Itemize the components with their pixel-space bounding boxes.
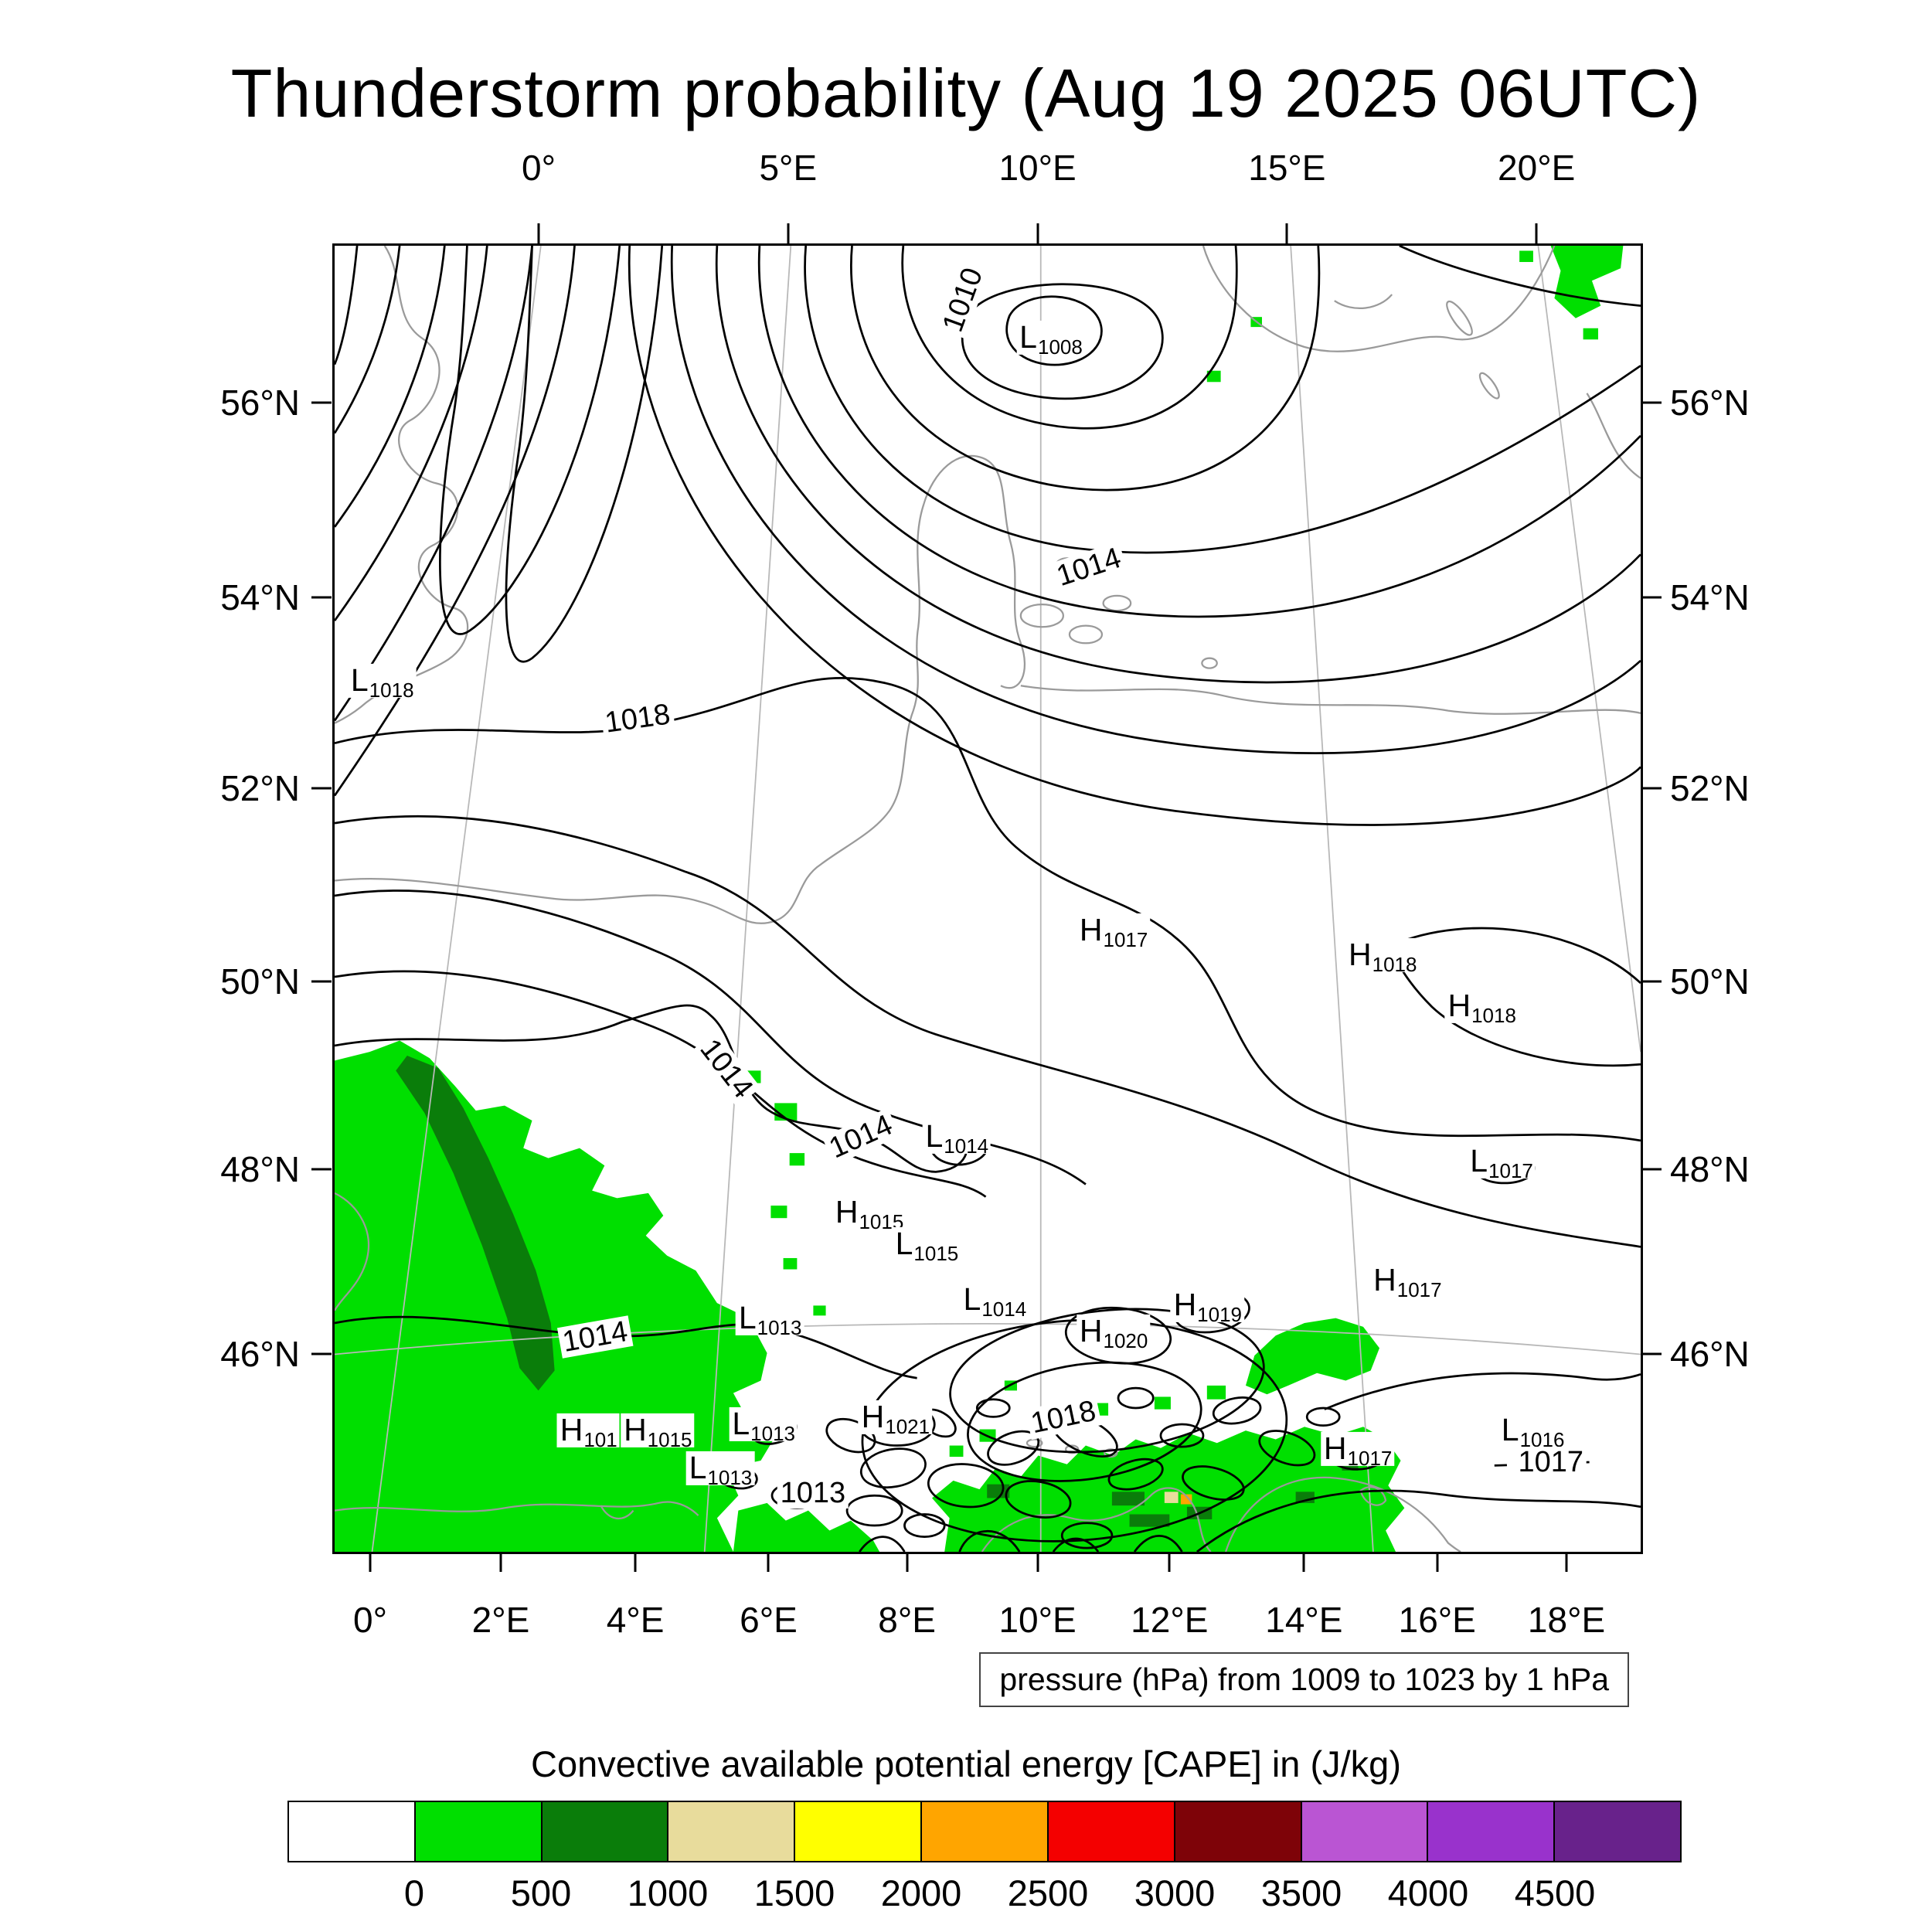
lon-tick-label: 10°E [998,1600,1077,1640]
left-axis: 56°N 54°N 52°N 50°N 48°N 46°N [93,243,309,1549]
colorbar-label: 4000 [1387,1872,1469,1913]
colorbar-segment [922,1802,1049,1861]
bottom-axis: 0° 2°E 4°E 6°E 8°E 10°E 12°E 14°E 16°E 18°E [332,1552,1638,1641]
lat-tick-label: 56°N [220,383,300,423]
lon-tick-mark [1036,223,1039,243]
lon-tick-mark [1436,1552,1439,1572]
lon-tick-mark [499,1552,502,1572]
lat-tick-label: 54°N [220,577,300,617]
colorbar-label: 0 [403,1872,425,1913]
lat-tick-label: 46°N [1670,1333,1750,1374]
lon-tick-label: 14°E [1265,1600,1343,1640]
lat-tick-mark [1641,787,1662,790]
colorbar-label: 500 [510,1872,572,1913]
lon-tick-mark [906,1552,909,1572]
right-axis-ticks [1641,243,1662,1549]
colorbar-segment [1048,1802,1175,1861]
lon-tick-mark [1535,223,1538,243]
lon-tick-mark [537,223,540,243]
lat-tick-label: 46°N [220,1333,300,1374]
colorbar-segment [1428,1802,1556,1861]
lat-tick-mark [311,1168,332,1171]
lon-tick-mark [767,1552,770,1572]
colorbar-segment [289,1802,416,1861]
colorbar-segment [1175,1802,1302,1861]
lat-tick-label: 50°N [1670,961,1750,1002]
lon-tick-label: 10°E [998,148,1077,188]
colorbar-label: 3000 [1134,1872,1216,1913]
lat-tick-label: 54°N [1670,577,1750,617]
colorbar-segment [1555,1802,1680,1861]
page-title: Thunderstorm probability (Aug 19 2025 06… [230,55,1702,131]
lon-tick-label: 12°E [1131,1600,1209,1640]
lat-tick-label: 48°N [220,1149,300,1190]
lat-tick-mark [311,596,332,599]
colorbar-segment [1301,1802,1429,1861]
lat-tick-mark [1641,980,1662,983]
colorbar-label: 2000 [880,1872,962,1913]
colorbar-label: 1000 [627,1872,709,1913]
graticule [335,246,1641,1552]
lat-tick-mark [311,401,332,404]
colorbar-label: 2500 [1007,1872,1089,1913]
lat-tick-mark [1641,1168,1662,1171]
lon-tick-mark [1168,1552,1171,1572]
colorbar-segment [415,1802,543,1861]
cape-shading [335,246,1624,1552]
map-frame [332,243,1643,1554]
lon-tick-label: 4°E [606,1600,665,1640]
colorbar-segment [795,1802,923,1861]
colorbar-label: 4500 [1514,1872,1596,1913]
colorbar [287,1801,1682,1862]
lon-tick-label: 18°E [1527,1600,1606,1640]
caption: pressure (hPa) from 1009 to 1023 by 1 hP… [979,1652,1629,1707]
legend-title: Convective available potential energy [C… [531,1743,1401,1784]
coastlines [335,246,1641,1552]
colorbar-segment [542,1802,669,1861]
lat-tick-mark [311,1352,332,1355]
lat-tick-mark [1641,1352,1662,1355]
lat-tick-mark [1641,401,1662,404]
lon-tick-label: 0° [353,1600,387,1640]
colorbar-segment [668,1802,796,1861]
colorbar-labels: 0 500 1000 1500 2000 2500 3000 3500 4000 4500 [287,1872,1682,1918]
lon-tick-label: 2°E [471,1600,530,1640]
top-axis: 0° 5°E 10°E 15°E 20°E [332,147,1638,243]
lon-tick-label: 6°E [740,1600,798,1640]
lat-tick-mark [311,787,332,790]
lat-tick-mark [1641,596,1662,599]
left-axis-ticks [311,243,332,1549]
lat-tick-label: 50°N [220,961,300,1002]
lat-tick-label: 52°N [220,767,300,808]
lat-tick-mark [311,980,332,983]
lon-tick-label: 16°E [1398,1600,1476,1640]
lon-tick-mark [369,1552,372,1572]
pressure-contour-map [335,246,1641,1552]
lon-tick-label: 5°E [759,148,818,188]
lon-tick-mark [1302,1552,1305,1572]
colorbar-label: 1500 [753,1872,835,1913]
lon-tick-mark [1565,1552,1568,1572]
lon-tick-mark [787,223,790,243]
lon-tick-label: 0° [522,148,556,188]
lon-tick-mark [1285,223,1288,243]
lon-tick-label: 20°E [1498,148,1576,188]
colorbar-label: 3500 [1260,1872,1342,1913]
lat-tick-label: 52°N [1670,767,1750,808]
right-axis: 56°N 54°N 52°N 50°N 48°N 46°N [1665,243,1882,1549]
lon-tick-label: 15°E [1248,148,1326,188]
lon-tick-mark [634,1552,637,1572]
lat-tick-label: 48°N [1670,1149,1750,1190]
lon-tick-mark [1036,1552,1039,1572]
lon-tick-label: 8°E [878,1600,936,1640]
lat-tick-label: 56°N [1670,383,1750,423]
